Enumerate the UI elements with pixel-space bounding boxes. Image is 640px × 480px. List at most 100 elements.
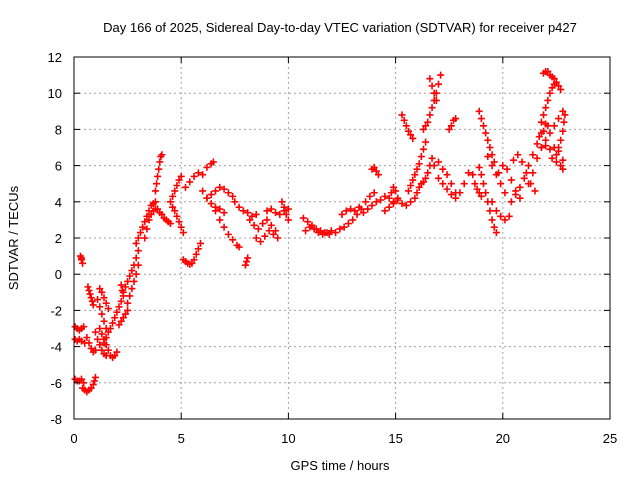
data-point	[134, 234, 142, 242]
data-point	[98, 346, 106, 354]
y-tick-label: 2	[55, 231, 62, 246]
data-point	[550, 122, 558, 130]
data-point	[263, 207, 271, 215]
data-point	[80, 323, 88, 331]
data-point	[407, 131, 415, 139]
data-point	[119, 314, 127, 322]
y-axis-label: SDTVAR / TECUs	[6, 185, 21, 290]
data-point	[85, 286, 93, 294]
data-point	[154, 172, 162, 180]
data-point	[533, 154, 541, 162]
x-tick-label: 10	[281, 431, 295, 446]
data-point	[89, 301, 97, 309]
data-point	[501, 216, 509, 224]
data-point	[104, 305, 112, 313]
data-point	[518, 158, 526, 166]
data-point	[486, 207, 494, 215]
data-point	[141, 218, 149, 226]
x-axis-label: GPS time / hours	[291, 458, 390, 473]
data-point	[88, 297, 96, 305]
data-point	[154, 205, 162, 213]
data-point	[121, 283, 129, 291]
y-tick-label: -2	[50, 303, 62, 318]
data-point	[522, 169, 530, 177]
data-point	[520, 174, 528, 182]
data-point	[407, 182, 415, 190]
data-point	[392, 187, 400, 195]
data-point	[368, 201, 376, 209]
data-point	[91, 373, 99, 381]
data-point	[111, 352, 119, 360]
data-point	[212, 207, 220, 215]
data-point	[115, 321, 123, 329]
data-point	[477, 115, 485, 123]
data-point	[151, 198, 159, 206]
data-point	[486, 144, 494, 151]
data-point	[353, 210, 361, 218]
data-point	[151, 187, 159, 195]
data-point	[212, 187, 220, 195]
data-point	[439, 165, 447, 173]
data-point	[514, 151, 522, 159]
data-point	[190, 256, 198, 264]
data-point	[173, 182, 181, 190]
data-point	[323, 229, 331, 237]
data-point	[128, 285, 136, 293]
data-point	[347, 205, 355, 213]
data-point	[207, 200, 215, 208]
data-point	[179, 229, 187, 237]
data-point	[537, 144, 545, 151]
data-point	[456, 189, 464, 197]
data-point	[544, 96, 552, 104]
data-point	[439, 180, 447, 188]
data-point	[194, 169, 202, 177]
data-point	[492, 207, 500, 215]
data-point	[220, 209, 228, 217]
data-point	[387, 189, 395, 197]
data-point	[559, 127, 567, 135]
data-point	[259, 220, 267, 228]
data-point	[338, 210, 346, 218]
data-point	[385, 194, 393, 202]
data-point	[269, 230, 277, 238]
data-point	[525, 180, 533, 188]
data-point	[424, 169, 432, 177]
data-point	[89, 381, 97, 389]
data-point	[426, 75, 434, 83]
data-point	[109, 319, 117, 327]
data-point	[106, 325, 114, 332]
data-point	[139, 223, 147, 231]
data-point	[419, 145, 427, 153]
data-point	[278, 198, 286, 206]
data-point	[84, 283, 92, 291]
data-point	[434, 174, 442, 182]
data-point	[100, 339, 108, 347]
data-point	[194, 245, 202, 253]
data-point	[132, 270, 140, 278]
data-point	[216, 216, 224, 224]
data-point	[531, 187, 539, 195]
data-point	[477, 192, 485, 200]
data-point	[381, 192, 389, 200]
data-point	[400, 116, 408, 124]
data-point	[409, 134, 417, 142]
data-point	[153, 180, 161, 188]
data-point	[126, 292, 134, 300]
data-point	[244, 209, 252, 217]
data-point	[224, 189, 232, 197]
y-tick-label: -4	[50, 340, 62, 355]
data-point	[495, 169, 503, 177]
data-point	[488, 216, 496, 224]
data-point	[111, 314, 119, 322]
data-point	[555, 115, 563, 123]
data-point	[447, 191, 455, 199]
data-point	[488, 198, 496, 206]
data-point	[559, 156, 567, 164]
data-point	[482, 129, 490, 137]
data-point	[276, 210, 284, 218]
data-point	[132, 239, 140, 247]
y-tick-label: 10	[48, 86, 62, 101]
data-point	[141, 234, 149, 242]
data-point	[544, 122, 552, 130]
data-point	[306, 223, 314, 231]
